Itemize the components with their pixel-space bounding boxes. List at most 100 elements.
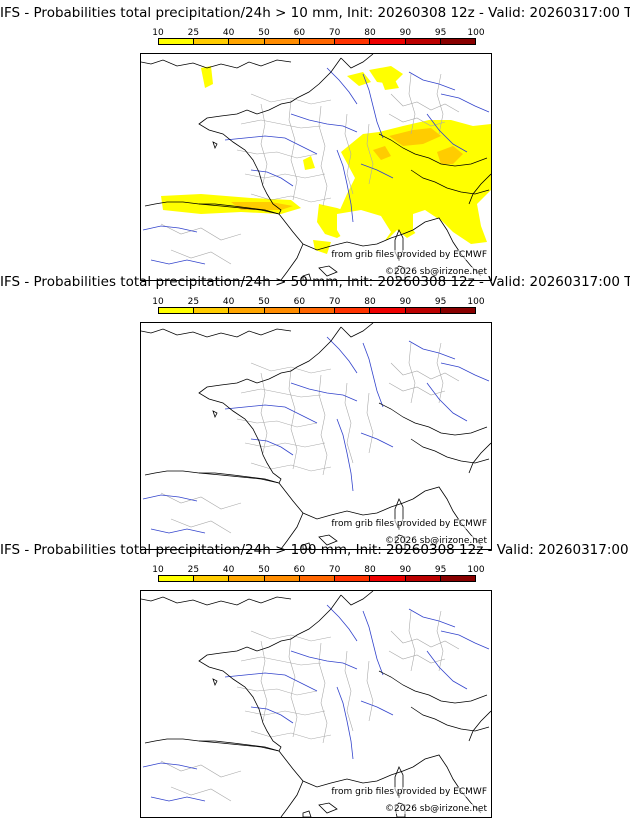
coastline <box>144 470 280 484</box>
colorbar-swatch <box>264 39 300 44</box>
colorbar-tick-label: 60 <box>293 28 306 38</box>
colorbar-tick-label: 80 <box>364 565 376 575</box>
credit-grib: from grib files provided by ECMWF <box>331 787 487 797</box>
admin-boundary <box>390 362 460 382</box>
coastline <box>280 512 304 549</box>
admin-boundary <box>240 119 322 129</box>
admin-boundary <box>318 105 328 207</box>
colorbar-tick-label: 90 <box>399 565 412 575</box>
country-border <box>410 706 490 732</box>
credit-copyright: ©2026 sb@irizone.net <box>385 804 487 814</box>
river <box>250 706 294 724</box>
colorbar-tick-label: 100 <box>467 297 485 307</box>
admin-boundary <box>390 630 460 650</box>
admin-boundary <box>436 610 444 672</box>
colorbar-tick-label: 95 <box>434 28 447 38</box>
admin-boundary <box>318 374 328 476</box>
admin-boundary <box>288 636 298 738</box>
country-border <box>378 133 488 167</box>
map-svg <box>141 54 491 280</box>
admin-boundary <box>288 368 298 470</box>
colorbar-swatch <box>440 39 475 44</box>
river <box>360 163 394 179</box>
admin-boundary <box>390 93 460 113</box>
precip-area-10-25 <box>313 240 331 254</box>
coastline <box>340 591 374 606</box>
coastline <box>468 710 491 742</box>
admin-boundary <box>170 518 232 534</box>
coastline <box>278 750 414 788</box>
colorbar-tick-label: 70 <box>328 297 341 307</box>
river <box>426 382 468 422</box>
river <box>250 169 294 187</box>
colorbar-tick-label: 60 <box>293 565 306 575</box>
coastline <box>141 596 292 606</box>
country-border <box>198 740 280 752</box>
river <box>150 796 206 802</box>
forecast-panel-2: IFS - Probabilities total precipitation/… <box>0 274 630 550</box>
colorbar-tick-label: 10 <box>152 28 164 38</box>
river <box>290 113 358 133</box>
admin-boundary <box>170 249 232 265</box>
island-coastline <box>302 810 312 817</box>
admin-boundary <box>160 760 242 778</box>
precip-area-25-40 <box>437 146 463 164</box>
coastline <box>468 173 491 205</box>
colorbar-swatches <box>158 307 476 314</box>
colorbar-swatch <box>229 308 265 313</box>
colorbar-swatch <box>335 39 371 44</box>
river <box>426 650 468 690</box>
probability-map: from grib files provided by ECMWF ©2026 … <box>140 590 492 818</box>
colorbar-tick-label: 95 <box>434 565 447 575</box>
river <box>224 672 318 692</box>
admin-boundary <box>436 342 444 404</box>
admin-boundary <box>244 173 326 179</box>
no-precip-area <box>413 210 443 244</box>
admin-boundary <box>366 392 374 454</box>
colorbar-swatch <box>440 576 475 581</box>
colorbar-swatch <box>440 308 475 313</box>
admin-boundary <box>250 630 332 642</box>
colorbar-tick-label: 50 <box>258 565 270 575</box>
precip-area-10-25 <box>379 74 399 90</box>
river <box>290 650 358 670</box>
precip-area-25-40 <box>373 146 391 160</box>
island-coastline <box>302 273 312 280</box>
river <box>326 67 358 105</box>
river <box>360 432 394 448</box>
admin-boundary <box>236 686 318 696</box>
river <box>290 382 358 402</box>
coastline <box>144 201 280 215</box>
colorbar-tick-label: 25 <box>187 28 200 38</box>
admin-boundary <box>250 362 332 374</box>
admin-boundary <box>388 650 446 664</box>
admin-boundary <box>236 418 318 428</box>
country-border <box>378 670 488 704</box>
colorbar-tick-label: 40 <box>222 28 235 38</box>
colorbar-swatch <box>370 39 406 44</box>
colorbar-swatches <box>158 575 476 582</box>
island-coastline <box>394 498 404 530</box>
colorbar-tick-label: 40 <box>222 565 235 575</box>
coastline <box>340 323 374 338</box>
forecast-panel-1: IFS - Probabilities total precipitation/… <box>0 5 630 281</box>
admin-boundary <box>160 492 242 510</box>
colorbar: 10 25 40 50 60 70 80 90 95 100 <box>152 565 485 582</box>
colorbar-tick-label: 95 <box>434 297 447 307</box>
admin-boundary <box>244 442 326 448</box>
country-border <box>198 472 280 484</box>
admin-boundary <box>366 123 374 185</box>
precip-area-25-40 <box>389 128 441 146</box>
colorbar-tick-label: 10 <box>152 565 164 575</box>
colorbar-swatch <box>194 39 230 44</box>
colorbar-ticks: 10 25 40 50 60 70 80 90 95 100 <box>152 297 484 307</box>
island-coastline <box>212 141 218 150</box>
admin-boundary <box>366 660 374 722</box>
island-coastline <box>318 265 338 277</box>
river <box>150 259 206 265</box>
colorbar-tick-label: 50 <box>258 28 270 38</box>
river <box>326 604 358 642</box>
colorbar-tick-label: 100 <box>467 28 485 38</box>
river <box>224 404 318 424</box>
colorbar-swatch <box>299 39 336 44</box>
